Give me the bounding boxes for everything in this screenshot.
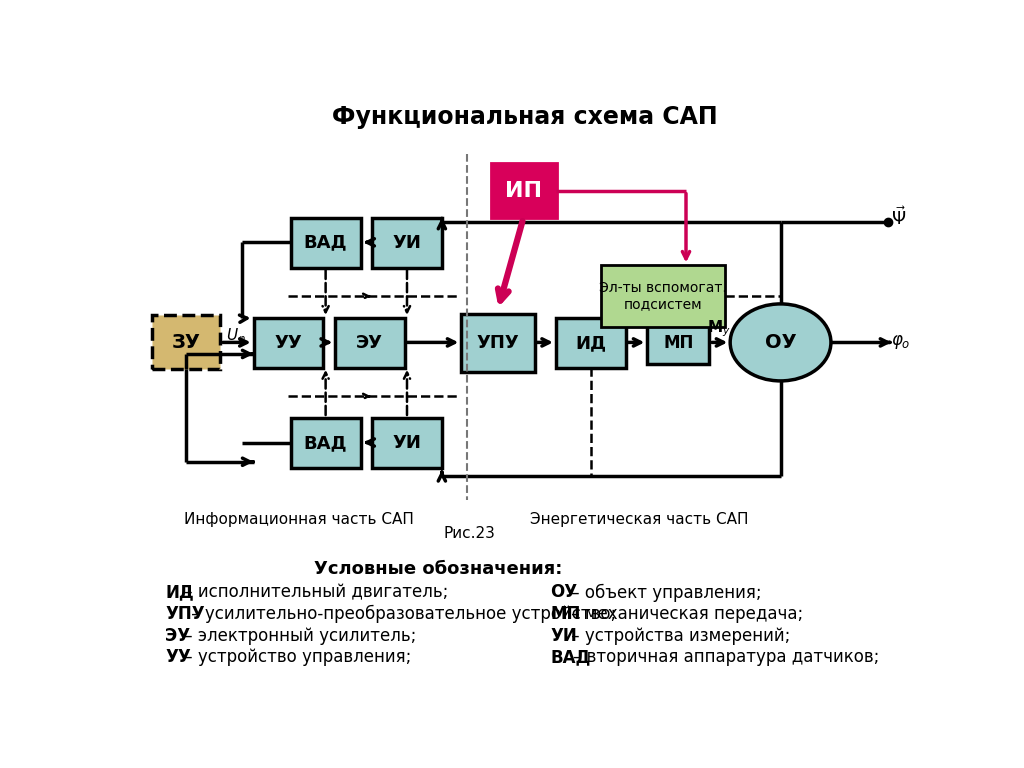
Text: ЭУ: ЭУ bbox=[165, 627, 190, 644]
Text: ЭУ: ЭУ bbox=[356, 334, 383, 352]
FancyBboxPatch shape bbox=[254, 318, 324, 368]
Text: ЗУ: ЗУ bbox=[172, 333, 201, 352]
Text: Информационная часть САП: Информационная часть САП bbox=[183, 511, 414, 527]
Text: – исполнительный двигатель;: – исполнительный двигатель; bbox=[179, 584, 449, 601]
FancyBboxPatch shape bbox=[601, 266, 725, 327]
Text: УПУ: УПУ bbox=[165, 605, 205, 623]
Text: ИП: ИП bbox=[505, 180, 542, 200]
FancyBboxPatch shape bbox=[647, 322, 710, 364]
FancyBboxPatch shape bbox=[461, 314, 535, 372]
Text: МП: МП bbox=[664, 334, 693, 352]
Text: УИ: УИ bbox=[392, 434, 422, 452]
Text: ОУ: ОУ bbox=[550, 584, 578, 601]
Text: $\varphi_o$: $\varphi_o$ bbox=[891, 333, 911, 352]
Text: – механическая передача;: – механическая передача; bbox=[566, 605, 803, 623]
FancyBboxPatch shape bbox=[335, 318, 404, 368]
FancyBboxPatch shape bbox=[152, 316, 220, 369]
Text: – объект управления;: – объект управления; bbox=[566, 584, 762, 601]
Text: ИД: ИД bbox=[165, 584, 194, 601]
Text: УУ: УУ bbox=[165, 648, 190, 666]
Text: – устройства измерений;: – устройства измерений; bbox=[566, 627, 791, 644]
Text: УИ: УИ bbox=[392, 233, 422, 252]
Text: ВАД: ВАД bbox=[550, 648, 591, 666]
Text: ВАД: ВАД bbox=[304, 434, 347, 452]
FancyBboxPatch shape bbox=[291, 217, 360, 268]
Text: Эл-ты вспомогат.
подсистем: Эл-ты вспомогат. подсистем bbox=[599, 281, 727, 311]
FancyBboxPatch shape bbox=[490, 163, 557, 218]
Ellipse shape bbox=[730, 304, 830, 381]
Text: – электронный усилитель;: – электронный усилитель; bbox=[179, 627, 417, 644]
FancyBboxPatch shape bbox=[372, 217, 442, 268]
Text: – усилительно-преобразовательное устройство;: – усилительно-преобразовательное устройс… bbox=[186, 605, 616, 623]
FancyBboxPatch shape bbox=[556, 318, 626, 368]
Text: УИ: УИ bbox=[550, 627, 578, 644]
Text: УПУ: УПУ bbox=[477, 334, 519, 352]
FancyBboxPatch shape bbox=[291, 418, 360, 468]
Text: ИД: ИД bbox=[575, 334, 606, 352]
Text: $\vec{\Psi}$: $\vec{\Psi}$ bbox=[891, 207, 906, 229]
Text: Энергетическая часть САП: Энергетическая часть САП bbox=[530, 511, 749, 527]
Text: Условные обозначения:: Условные обозначения: bbox=[313, 561, 562, 578]
Text: Рис.23: Рис.23 bbox=[443, 525, 495, 541]
Text: $\mathbf{M}_{y}$: $\mathbf{M}_{y}$ bbox=[708, 318, 731, 339]
Text: – вторичная аппаратура датчиков;: – вторичная аппаратура датчиков; bbox=[572, 648, 880, 666]
FancyBboxPatch shape bbox=[372, 418, 442, 468]
Text: МП: МП bbox=[550, 605, 581, 623]
Text: УУ: УУ bbox=[274, 334, 302, 352]
Text: ВАД: ВАД bbox=[304, 233, 347, 252]
Text: Функциональная схема САП: Функциональная схема САП bbox=[332, 104, 718, 129]
Text: $U_{\varphi}$: $U_{\varphi}$ bbox=[226, 326, 247, 346]
Text: – устройство управления;: – устройство управления; bbox=[179, 648, 412, 666]
Text: ОУ: ОУ bbox=[765, 333, 797, 352]
